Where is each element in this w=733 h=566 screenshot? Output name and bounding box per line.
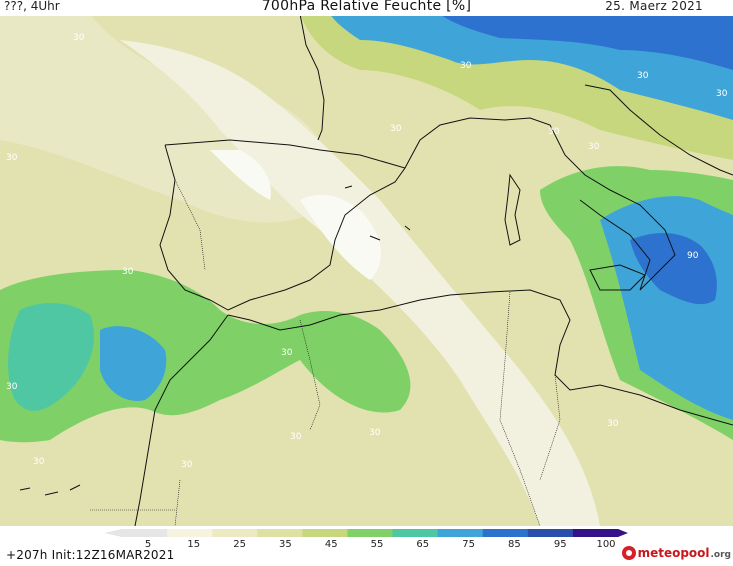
colorbar-labels: 5 15 25 35 45 55 65 75 85 95 100 — [145, 539, 616, 548]
border-line — [174, 479, 181, 526]
contour-label: 90 — [687, 251, 699, 261]
meteopool-logo[interactable]: meteopool .org — [621, 544, 731, 562]
colorbar-tick-label: 45 — [325, 539, 338, 548]
contour-label: 30 — [6, 153, 18, 163]
field-wet-north-core — [440, 14, 733, 70]
contour-label: 30 — [73, 33, 85, 43]
colorbar-segment — [437, 529, 484, 537]
contour-label: 30 — [588, 142, 600, 152]
map-header: ???, 4Uhr 700hPa Relative Feuchte [%] 25… — [0, 0, 733, 16]
colorbar-segment — [257, 529, 303, 537]
colorbar-tick-label: 65 — [416, 539, 429, 548]
colorbar-tick-label: 95 — [554, 539, 567, 548]
contour-label: 30 — [369, 428, 381, 438]
colorbar: 5 15 25 35 45 55 65 75 85 95 100 — [104, 529, 628, 548]
borders — [90, 179, 561, 526]
forecast-day-label: ???, 4Uhr — [4, 0, 60, 13]
canary-islands — [19, 484, 81, 496]
contour-label: 30 — [181, 460, 193, 470]
contour-label: 30 — [290, 432, 302, 442]
contour-label: 30 — [281, 348, 293, 358]
colorbar-tick-label: 100 — [596, 539, 615, 548]
colorbar-tick-label: 85 — [508, 539, 521, 548]
sicily — [589, 264, 646, 291]
colorbar-segment — [212, 529, 258, 537]
field-wet-atlantic — [8, 303, 94, 411]
humidity-field-svg: 30 30 30 30 30 30 30 30 30 30 30 30 30 3… — [0, 14, 733, 526]
border-line — [499, 291, 541, 526]
colorbar-tick-label: 75 — [462, 539, 475, 548]
contour-label: 30 — [33, 457, 45, 467]
field-dry-white — [120, 40, 600, 526]
border-line — [299, 319, 321, 431]
morocco-atlantic-coast — [134, 314, 229, 526]
colorbar-segment — [347, 529, 394, 537]
forecast-date: 25. Maerz 2021 — [605, 0, 703, 13]
colorbar-arrow-right — [618, 529, 628, 537]
contour-label: 30 — [122, 267, 134, 277]
contour-label: 30 — [607, 419, 619, 429]
colorbar-tick-label: 5 — [145, 539, 151, 548]
field-moist-atlas — [0, 270, 411, 443]
contour-label: 30 — [548, 127, 560, 137]
colorbar-tick-label: 25 — [233, 539, 246, 548]
field-wet-italy-core — [630, 233, 717, 305]
logo-tld: .org — [710, 549, 731, 560]
italy-coast — [404, 117, 676, 291]
field-dry-core — [300, 194, 381, 280]
contour-label: 30 — [460, 61, 472, 71]
colorbar-segment — [482, 529, 529, 537]
adriatic-coast — [584, 84, 733, 176]
balearic-islands — [344, 185, 411, 241]
colorbar-tick-label: 55 — [371, 539, 384, 548]
contour-label: 30 — [637, 71, 649, 81]
colorbar-arrow-left — [104, 529, 122, 537]
north-africa-coast — [227, 289, 733, 426]
colorbar-tick-label: 15 — [187, 539, 200, 548]
colorbar-segment — [167, 529, 213, 537]
colorbar-segment — [527, 529, 574, 537]
colorbar-segment — [302, 529, 348, 537]
colorbar-segment — [572, 529, 619, 537]
france-atlantic-coast — [299, 14, 325, 141]
contour-label: 30 — [6, 382, 18, 392]
colorbar-segment — [392, 529, 439, 537]
logo-icon — [621, 546, 636, 560]
humidity-map: 30 30 30 30 30 30 30 30 30 30 30 30 30 3… — [0, 14, 733, 526]
init-time-label: +207h Init:12Z16MAR2021 — [6, 548, 175, 562]
field-dry-core — [210, 150, 271, 200]
field-wet-atlantic-core — [100, 326, 167, 401]
logo-name: meteopool — [637, 546, 710, 560]
contour-label: 30 — [716, 89, 728, 99]
contour-label: 30 — [390, 124, 402, 134]
coastlines — [19, 14, 733, 526]
border-line — [174, 179, 206, 271]
map-footer: 5 15 25 35 45 55 65 75 85 95 100 +207h Init:12Z16M… — [0, 526, 733, 566]
colorbar-segments — [104, 529, 628, 537]
colorbar-segment — [122, 529, 168, 537]
map-title: 700hPa Relative Feuchte [%] — [261, 0, 472, 14]
iberia-coast — [159, 139, 406, 311]
sardinia-corsica — [504, 173, 521, 246]
colorbar-tick-label: 35 — [279, 539, 292, 548]
